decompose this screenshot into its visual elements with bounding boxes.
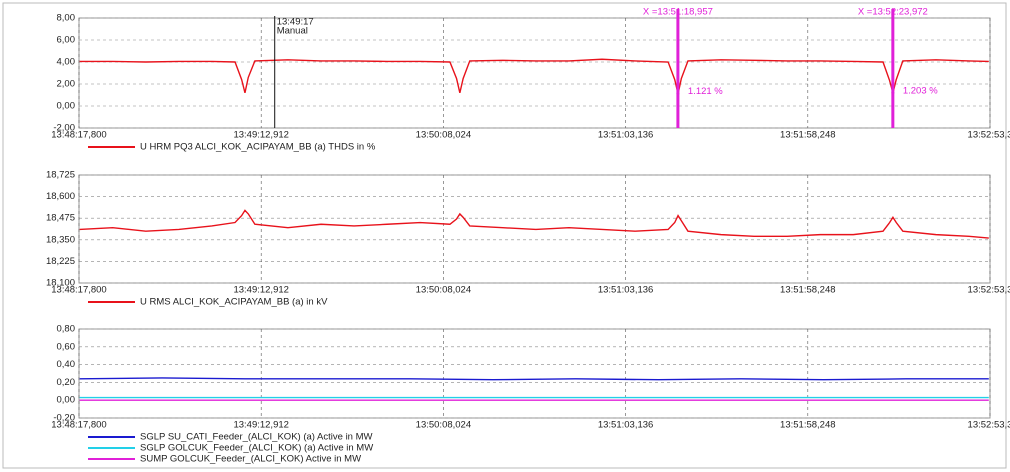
x-tick-label: 13:48:17,800	[51, 130, 106, 141]
x-tick-label: 13:49:12,912	[233, 420, 288, 431]
y-tick-label: 0,60	[57, 341, 76, 352]
x-tick-label: 13:52:53,3	[968, 420, 1010, 431]
x-tick-label: 13:51:58,248	[780, 420, 835, 431]
y-tick-label: 0,40	[57, 359, 76, 370]
x-tick-label: 13:50:08,024	[416, 285, 471, 296]
y-tick-label: 18,225	[46, 256, 75, 267]
y-tick-label: 18,725	[46, 170, 75, 181]
x-tick-label: 13:50:08,024	[416, 130, 471, 141]
x-tick-label: 13:51:03,136	[598, 285, 653, 296]
y-tick-label: 0,80	[57, 324, 76, 335]
y-tick-label: 18,600	[46, 191, 75, 202]
x-tick-label: 13:51:58,248	[780, 130, 835, 141]
y-tick-label: 0,00	[57, 395, 76, 406]
cursor-value-label: 1.121 %	[688, 86, 723, 97]
series-line	[79, 377, 989, 381]
y-tick-label: 18,350	[46, 234, 75, 245]
cursor-x-label: X =13:51:18,957	[643, 7, 713, 18]
legend-label: SUMP GOLCUK_Feeder_(ALCI_KOK) Active in …	[140, 454, 361, 465]
cursor-point	[676, 92, 680, 96]
x-tick-label: 13:51:03,136	[598, 130, 653, 141]
x-tick-label: 13:51:03,136	[598, 420, 653, 431]
x-tick-label: 13:49:12,912	[233, 130, 288, 141]
y-tick-label: -0,20	[53, 413, 75, 424]
x-tick-label: 13:48:17,800	[51, 420, 106, 431]
y-tick-label: -2,00	[53, 123, 75, 134]
x-tick-label: 13:48:17,800	[51, 285, 106, 296]
x-tick-label: 13:49:12,912	[233, 285, 288, 296]
y-tick-label: 2,00	[57, 79, 76, 90]
y-tick-label: 18,100	[46, 278, 75, 289]
x-tick-label: 13:52:53,3	[968, 285, 1010, 296]
y-tick-label: 0,00	[57, 101, 76, 112]
x-tick-label: 13:52:53,3	[968, 130, 1010, 141]
x-tick-label: 13:50:08,024	[416, 420, 471, 431]
legend-label: SGLP GOLCUK_Feeder_(ALCI_KOK) (a) Active…	[140, 443, 373, 454]
x-tick-label: 13:51:58,248	[780, 285, 835, 296]
cursor-value-label: 1.203 %	[903, 85, 938, 96]
legend-label: SGLP SU_CATI_Feeder_(ALCI_KOK) (a) Activ…	[140, 432, 373, 443]
plot-area	[78, 17, 991, 129]
series-line	[79, 58, 989, 96]
legend-label: U RMS ALCI_KOK_ACIPAYAM_BB (a) in kV	[140, 297, 328, 308]
legend-label: U HRM PQ3 ALCI_KOK_ACIPAYAM_BB (a) THDS …	[140, 142, 376, 153]
marker-label: 13:49:17	[277, 17, 314, 28]
y-tick-label: 4,00	[57, 57, 76, 68]
marker-label: Manual	[277, 26, 308, 37]
y-tick-label: 0,20	[57, 377, 76, 388]
cursor-x-label: X =13:52:23,972	[858, 7, 928, 18]
y-tick-label: 6,00	[57, 35, 76, 46]
y-tick-label: 18,475	[46, 213, 75, 224]
series-line	[79, 209, 989, 239]
cursor-point	[891, 91, 895, 95]
plot-area	[78, 328, 991, 419]
y-tick-label: 8,00	[57, 13, 76, 24]
